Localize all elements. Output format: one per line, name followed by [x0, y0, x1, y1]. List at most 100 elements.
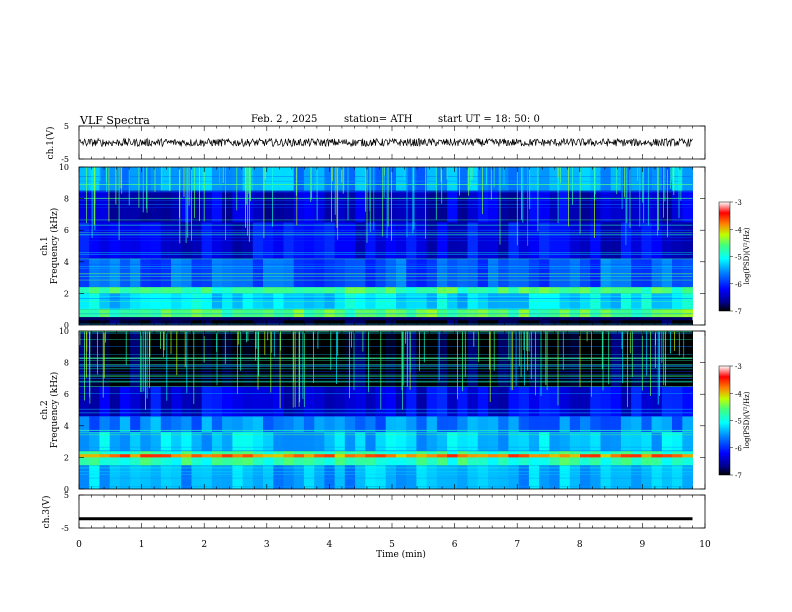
y-tick-label: -5 — [61, 155, 69, 164]
spectrogram-cell — [549, 258, 560, 287]
spectrogram-cell — [334, 465, 346, 489]
chart-title: VLF Spectra — [80, 114, 150, 127]
spectrogram-cell — [385, 454, 397, 458]
spectrogram-cell — [447, 432, 458, 452]
spectrogram-cell — [344, 416, 356, 433]
spectrogram-cell — [600, 451, 612, 466]
spectrogram-cell — [89, 465, 100, 489]
x-tick-label: 7 — [514, 540, 520, 550]
spectrogram-cell — [661, 167, 673, 191]
spectrogram-cell — [672, 465, 683, 489]
spectrogram-cell — [518, 432, 530, 452]
ch3-waveform-ylabel: ch.3(V) — [41, 496, 52, 529]
spectrogram-cell — [549, 167, 560, 191]
spectrogram-cell — [99, 386, 111, 417]
spectrogram-cell — [181, 320, 192, 325]
spectrogram-cell — [498, 416, 509, 433]
spectrogram-cell — [488, 465, 499, 489]
spectrogram-cell — [467, 258, 479, 287]
spectrogram-cell — [181, 167, 192, 191]
spectrogram-cell — [385, 465, 397, 489]
spectrogram-cell — [232, 258, 244, 287]
spectrogram-cell — [160, 167, 172, 191]
spectrogram-cell — [549, 432, 560, 452]
spectrogram-cell — [252, 190, 264, 223]
spectrogram-cell — [385, 190, 397, 223]
spectrogram-cell — [518, 190, 530, 223]
spectrogram-cell — [252, 320, 264, 325]
spectrogram-cell — [641, 386, 653, 417]
spectrogram-cell — [477, 454, 489, 458]
y-tick-label: 5 — [64, 491, 69, 500]
spectrogram-cell — [416, 320, 428, 325]
spectrogram-cell — [283, 190, 295, 223]
spectrogram-cell — [375, 465, 387, 489]
spectrogram-cell — [344, 432, 356, 452]
spectrogram-cell — [436, 386, 448, 417]
spectrogram-cell — [569, 386, 581, 417]
spectrogram-cell — [661, 465, 673, 489]
spectrogram-cell — [610, 167, 622, 191]
spectrogram-cell — [569, 454, 581, 458]
waveform-trace — [78, 137, 693, 148]
spectrogram-cell — [631, 386, 642, 417]
spectrogram-cell — [130, 416, 141, 433]
spectrogram-cell — [283, 432, 295, 452]
spectrogram-cell — [672, 416, 683, 433]
x-tick-label: 1 — [139, 540, 145, 550]
colorbar-labels: -3 -4 -5 -6 -7 -3 -4 -5 -6 -7 — [730, 199, 742, 480]
spectrogram-cell — [314, 167, 325, 191]
spectrogram-cell — [631, 320, 642, 325]
spectrogram-cell — [672, 386, 683, 417]
spectrogram-cell — [385, 432, 397, 452]
spectrogram-cell — [508, 432, 520, 452]
spectrogram-cell — [171, 451, 182, 466]
spectrogram-cell — [365, 465, 376, 489]
spectrogram-cell — [99, 167, 111, 191]
spectrogram-cell — [171, 465, 182, 489]
y-tick-label: 0 — [64, 485, 69, 494]
spectrogram-cell — [109, 454, 121, 458]
spectrogram-cell — [610, 451, 622, 466]
spectrogram-cell — [682, 190, 693, 223]
spectrogram-cell — [539, 190, 550, 223]
spectrogram-cell — [344, 167, 356, 191]
spectrogram-cell — [150, 190, 162, 223]
spectrogram-cell — [528, 386, 540, 417]
spectrogram-cell — [682, 454, 693, 458]
spectrogram-cell — [416, 190, 428, 223]
spectrogram-cell — [314, 258, 325, 287]
spectrogram-cell — [406, 451, 417, 466]
spectrogram-cell — [498, 451, 509, 466]
spectrogram-cell — [355, 190, 366, 223]
spectrogram-cell — [385, 258, 397, 287]
spectrogram-cell — [661, 451, 673, 466]
spectrogram-cell — [171, 416, 182, 433]
colorbar-tick-label: -7 — [735, 472, 742, 480]
spectrogram-cell — [191, 451, 203, 466]
spectrogram-cell — [150, 386, 162, 417]
spectrogram-cell — [242, 454, 254, 458]
spectrogram-cell — [79, 167, 90, 191]
spectrogram-cell — [160, 416, 172, 433]
spectrogram-cell — [79, 416, 90, 433]
spectrogram-cell — [518, 258, 530, 287]
spectrogram-cell — [263, 416, 274, 433]
date-label: Feb. 2 , 2025 — [251, 114, 318, 125]
spectrogram-cell — [590, 465, 601, 489]
spectrogram-cell — [109, 465, 121, 489]
spectrogram-cell — [150, 465, 162, 489]
spectrogram-cell — [416, 167, 428, 191]
spectrogram-cell — [334, 432, 346, 452]
spectrogram-cell — [314, 432, 325, 452]
spectrogram-cell — [559, 416, 571, 433]
spectrogram-cell — [528, 167, 540, 191]
spectrogram-cell — [651, 451, 663, 466]
spectrogram-cell — [283, 258, 295, 287]
spectrogram-cell — [610, 258, 622, 287]
spectrogram-cell — [682, 167, 693, 191]
spectrogram-cell — [539, 386, 550, 417]
spectrogram-cell — [580, 320, 591, 325]
spectrogram-cell — [355, 465, 366, 489]
spectrogram-cell — [119, 451, 131, 466]
